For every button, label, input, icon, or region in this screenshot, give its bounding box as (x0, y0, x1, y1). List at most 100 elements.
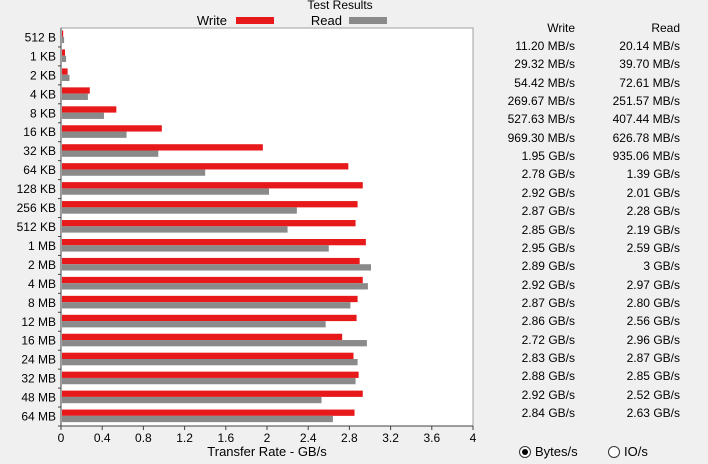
read-bar (62, 150, 159, 157)
x-tick-label: 2 (264, 431, 271, 445)
read-value-cell: 2.59 GB/s (626, 240, 680, 255)
y-tick-label: 64 KB (23, 163, 56, 177)
write-value-cell: 2.88 GB/s (521, 369, 575, 384)
write-value-cell: 2.87 GB/s (521, 295, 575, 310)
units-radio-io[interactable]: IO/s (608, 444, 648, 459)
y-tick-label: 48 MB (21, 391, 56, 405)
read-bar (62, 245, 329, 252)
y-tick-label: 512 KB (17, 220, 56, 234)
read-value-cell: 2.52 GB/s (626, 387, 680, 402)
y-tick-label: 8 MB (28, 296, 56, 310)
y-tick-label: 32 KB (23, 144, 56, 158)
radio-unselected-icon (608, 445, 620, 458)
write-bar (62, 125, 162, 132)
units-radio-bytes-label: Bytes/s (535, 444, 578, 459)
y-tick-label: 4 MB (28, 277, 56, 291)
read-value-cell: 2.80 GB/s (626, 295, 680, 310)
write-value-cell: 969.30 MB/s (507, 130, 575, 145)
write-bar (62, 371, 359, 378)
write-bar (62, 276, 363, 284)
y-tick-label: 2 KB (30, 68, 56, 82)
units-radio-io-label: IO/s (624, 444, 648, 459)
y-tick-label: 256 KB (17, 201, 56, 215)
read-value-cell: 2.01 GB/s (626, 185, 680, 200)
x-axis-label: Transfer Rate - GB/s (207, 444, 327, 459)
write-value-cell: 2.92 GB/s (521, 185, 575, 200)
y-tick-label: 4 KB (30, 87, 56, 101)
read-value-cell: 2.85 GB/s (626, 369, 680, 384)
x-tick-label: 2.8 (341, 431, 358, 445)
read-value-cell: 2.87 GB/s (626, 350, 680, 365)
read-value-cell: 1.39 GB/s (626, 167, 680, 182)
y-tick-label: 12 MB (21, 315, 56, 329)
read-value-cell: 3 GB/s (643, 259, 680, 274)
x-tick-label: 0.8 (135, 431, 152, 445)
write-bar (62, 201, 358, 208)
read-bar (62, 112, 104, 119)
read-bar (62, 131, 127, 138)
write-value-cell: 11.20 MB/s (515, 39, 575, 53)
legend-label-read: Read (311, 13, 342, 28)
write-value-cell: 2.83 GB/s (521, 350, 575, 365)
read-bar (62, 169, 206, 176)
write-bar (62, 220, 356, 227)
write-bar (62, 409, 355, 416)
write-bar (62, 352, 354, 359)
write-value-cell: 2.78 GB/s (521, 167, 575, 182)
write-bar (62, 87, 90, 94)
write-value-cell: 2.85 GB/s (521, 222, 575, 237)
y-tick-label: 8 KB (30, 106, 56, 120)
write-value-cell: 2.84 GB/s (521, 406, 575, 420)
read-bar (62, 302, 351, 309)
write-bar (62, 314, 357, 322)
legend-swatch-read (349, 17, 387, 24)
read-bar (62, 55, 67, 63)
write-value-cell: 2.89 GB/s (521, 259, 575, 274)
write-value-cell: 2.72 GB/s (521, 332, 575, 347)
y-tick-label: 1 MB (28, 239, 56, 253)
y-tick-label: 24 MB (21, 353, 56, 367)
write-value-cell: 2.92 GB/s (521, 387, 575, 402)
legend-swatch-write (236, 17, 274, 24)
y-tick-label: 1 KB (30, 49, 56, 63)
read-value-cell: 72.61 MB/s (619, 75, 680, 90)
read-bar (62, 283, 368, 290)
write-value-cell: 1.95 GB/s (521, 149, 575, 164)
read-value-cell: 2.97 GB/s (626, 277, 680, 292)
x-tick-label: 0 (58, 431, 65, 445)
read-bar (62, 36, 65, 44)
read-value-cell: 626.78 MB/s (612, 130, 680, 145)
y-tick-label: 2 MB (28, 258, 56, 272)
write-bar (62, 390, 363, 397)
x-tick-label: 0.4 (94, 431, 111, 445)
write-bar (62, 49, 66, 56)
write-value-cell: 29.32 MB/s (514, 57, 575, 72)
x-tick-label: 3.6 (423, 431, 440, 445)
write-value-cell: 269.67 MB/s (507, 94, 575, 109)
read-bar (62, 415, 333, 423)
y-tick-label: 128 KB (17, 182, 56, 196)
read-value-cell: 407.44 MB/s (612, 112, 680, 127)
x-tick-label: 4 (470, 431, 477, 445)
write-value-cell: 2.86 GB/s (521, 314, 575, 329)
x-tick-label: 1.6 (217, 431, 234, 445)
read-value-cell: 251.57 MB/s (612, 94, 680, 109)
write-bar (62, 68, 68, 75)
read-bar (62, 74, 70, 82)
read-bar (62, 321, 326, 328)
y-tick-label: 16 KB (23, 125, 56, 139)
write-bar (62, 295, 358, 303)
read-value-cell: 935.06 MB/s (612, 149, 680, 164)
units-radio-bytes[interactable]: Bytes/s (519, 444, 578, 459)
x-tick-label: 2.4 (300, 431, 317, 445)
write-bar (62, 106, 117, 113)
read-value-cell: 20.14 MB/s (619, 39, 680, 53)
y-tick-label: 512 B (25, 30, 56, 44)
write-value-cell: 2.87 GB/s (521, 204, 575, 219)
read-value-cell: 2.96 GB/s (626, 332, 680, 347)
read-bar (62, 207, 297, 214)
write-value-cell: 2.95 GB/s (521, 240, 575, 255)
x-tick-label: 1.2 (176, 431, 193, 445)
